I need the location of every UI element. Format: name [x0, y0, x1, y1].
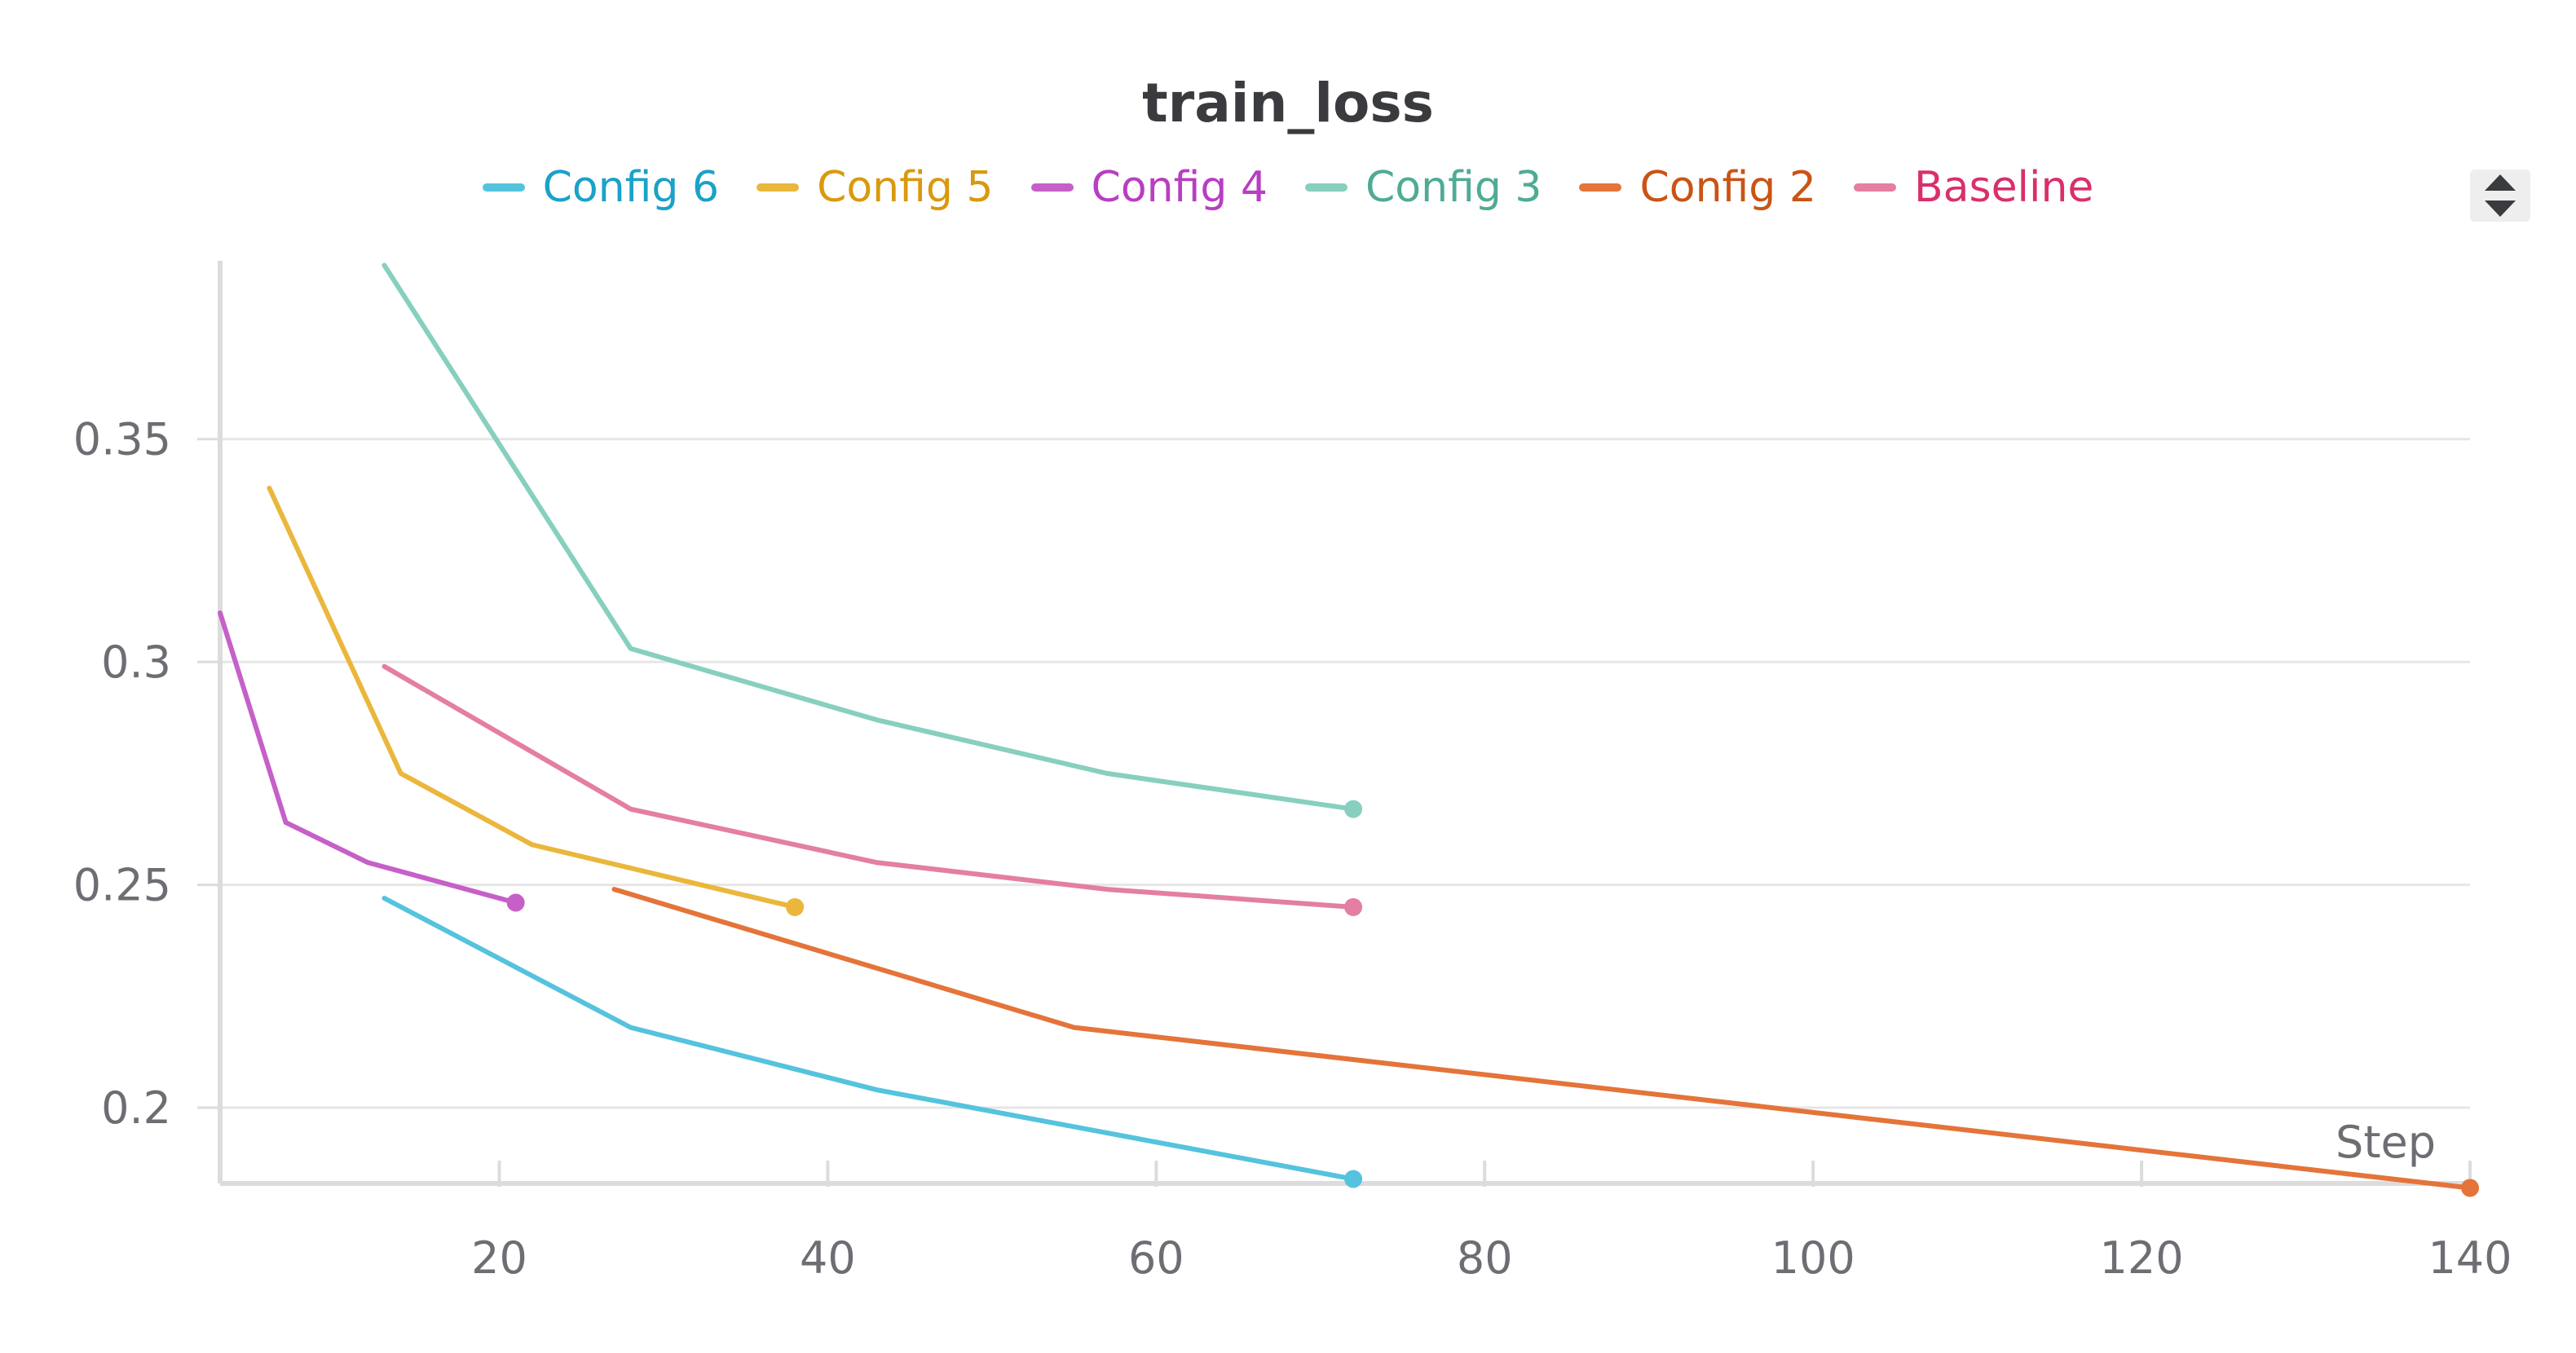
- x-axis-title: Step: [2336, 1117, 2436, 1168]
- x-tick-label: 140: [2428, 1232, 2512, 1284]
- legend-item[interactable]: Baseline: [1853, 163, 2094, 212]
- legend-swatch: [1853, 183, 1896, 192]
- chevron-up-down-icon: [2485, 174, 2516, 217]
- grid-lines: [220, 438, 2470, 1109]
- series-end-point-config-3: [1344, 800, 1363, 818]
- series-end-point-config-5: [786, 897, 805, 916]
- tick-labels: 0.2 0.25 0.3 0.35 20 40 60 80 100 120 140 Step: [73, 414, 2512, 1284]
- x-tick-label: 100: [1771, 1232, 1855, 1284]
- series-line-config-4: [218, 610, 518, 906]
- y-tick-label: 0.3: [101, 637, 171, 688]
- legend-label: Config 6: [542, 163, 720, 212]
- series-line-config-3: [382, 262, 1356, 812]
- y-tick-label: 0.25: [73, 860, 171, 911]
- series-lines: [218, 262, 2479, 1197]
- legend-item[interactable]: Config 2: [1579, 163, 1816, 212]
- axes: [197, 261, 2472, 1187]
- y-tick-label: 0.35: [73, 414, 171, 465]
- x-tick-label: 40: [800, 1232, 856, 1284]
- legend-label: Baseline: [1913, 163, 2094, 212]
- x-tick-label: 60: [1128, 1232, 1184, 1284]
- legend-swatch: [756, 183, 800, 192]
- legend-label: Config 3: [1365, 163, 1542, 212]
- chart-title: train_loss: [1142, 72, 1434, 134]
- series-end-point-config-4: [506, 893, 525, 912]
- x-tick-label: 80: [1457, 1232, 1513, 1284]
- legend-label: Config 4: [1091, 163, 1268, 212]
- legend-label: Config 2: [1639, 163, 1816, 212]
- legend-swatch: [482, 183, 525, 192]
- legend-item[interactable]: Config 5: [756, 163, 994, 212]
- legend-scroll-control[interactable]: [2470, 170, 2530, 222]
- series-line-config-2: [611, 887, 2472, 1191]
- legend-swatch: [1579, 183, 1622, 192]
- legend-item[interactable]: Config 4: [1030, 163, 1268, 212]
- series-line-config-6: [382, 896, 1356, 1182]
- x-tick-label: 20: [471, 1232, 527, 1284]
- series-line-config-5: [267, 485, 798, 910]
- legend-label: Config 5: [817, 163, 994, 212]
- legend: Config 6 Config 5 Config 4 Config 3 Config 2…: [0, 163, 2576, 212]
- legend-swatch: [1030, 183, 1074, 192]
- legend-item[interactable]: Config 6: [482, 163, 720, 212]
- y-tick-label: 0.2: [101, 1082, 171, 1134]
- series-end-point-config-2: [2461, 1179, 2479, 1197]
- legend-swatch: [1305, 183, 1348, 192]
- legend-item[interactable]: Config 3: [1305, 163, 1542, 212]
- x-tick-label: 120: [2100, 1232, 2184, 1284]
- series-line-baseline: [382, 663, 1356, 910]
- series-end-point-baseline: [1344, 897, 1363, 916]
- series-end-point-config-6: [1344, 1170, 1363, 1188]
